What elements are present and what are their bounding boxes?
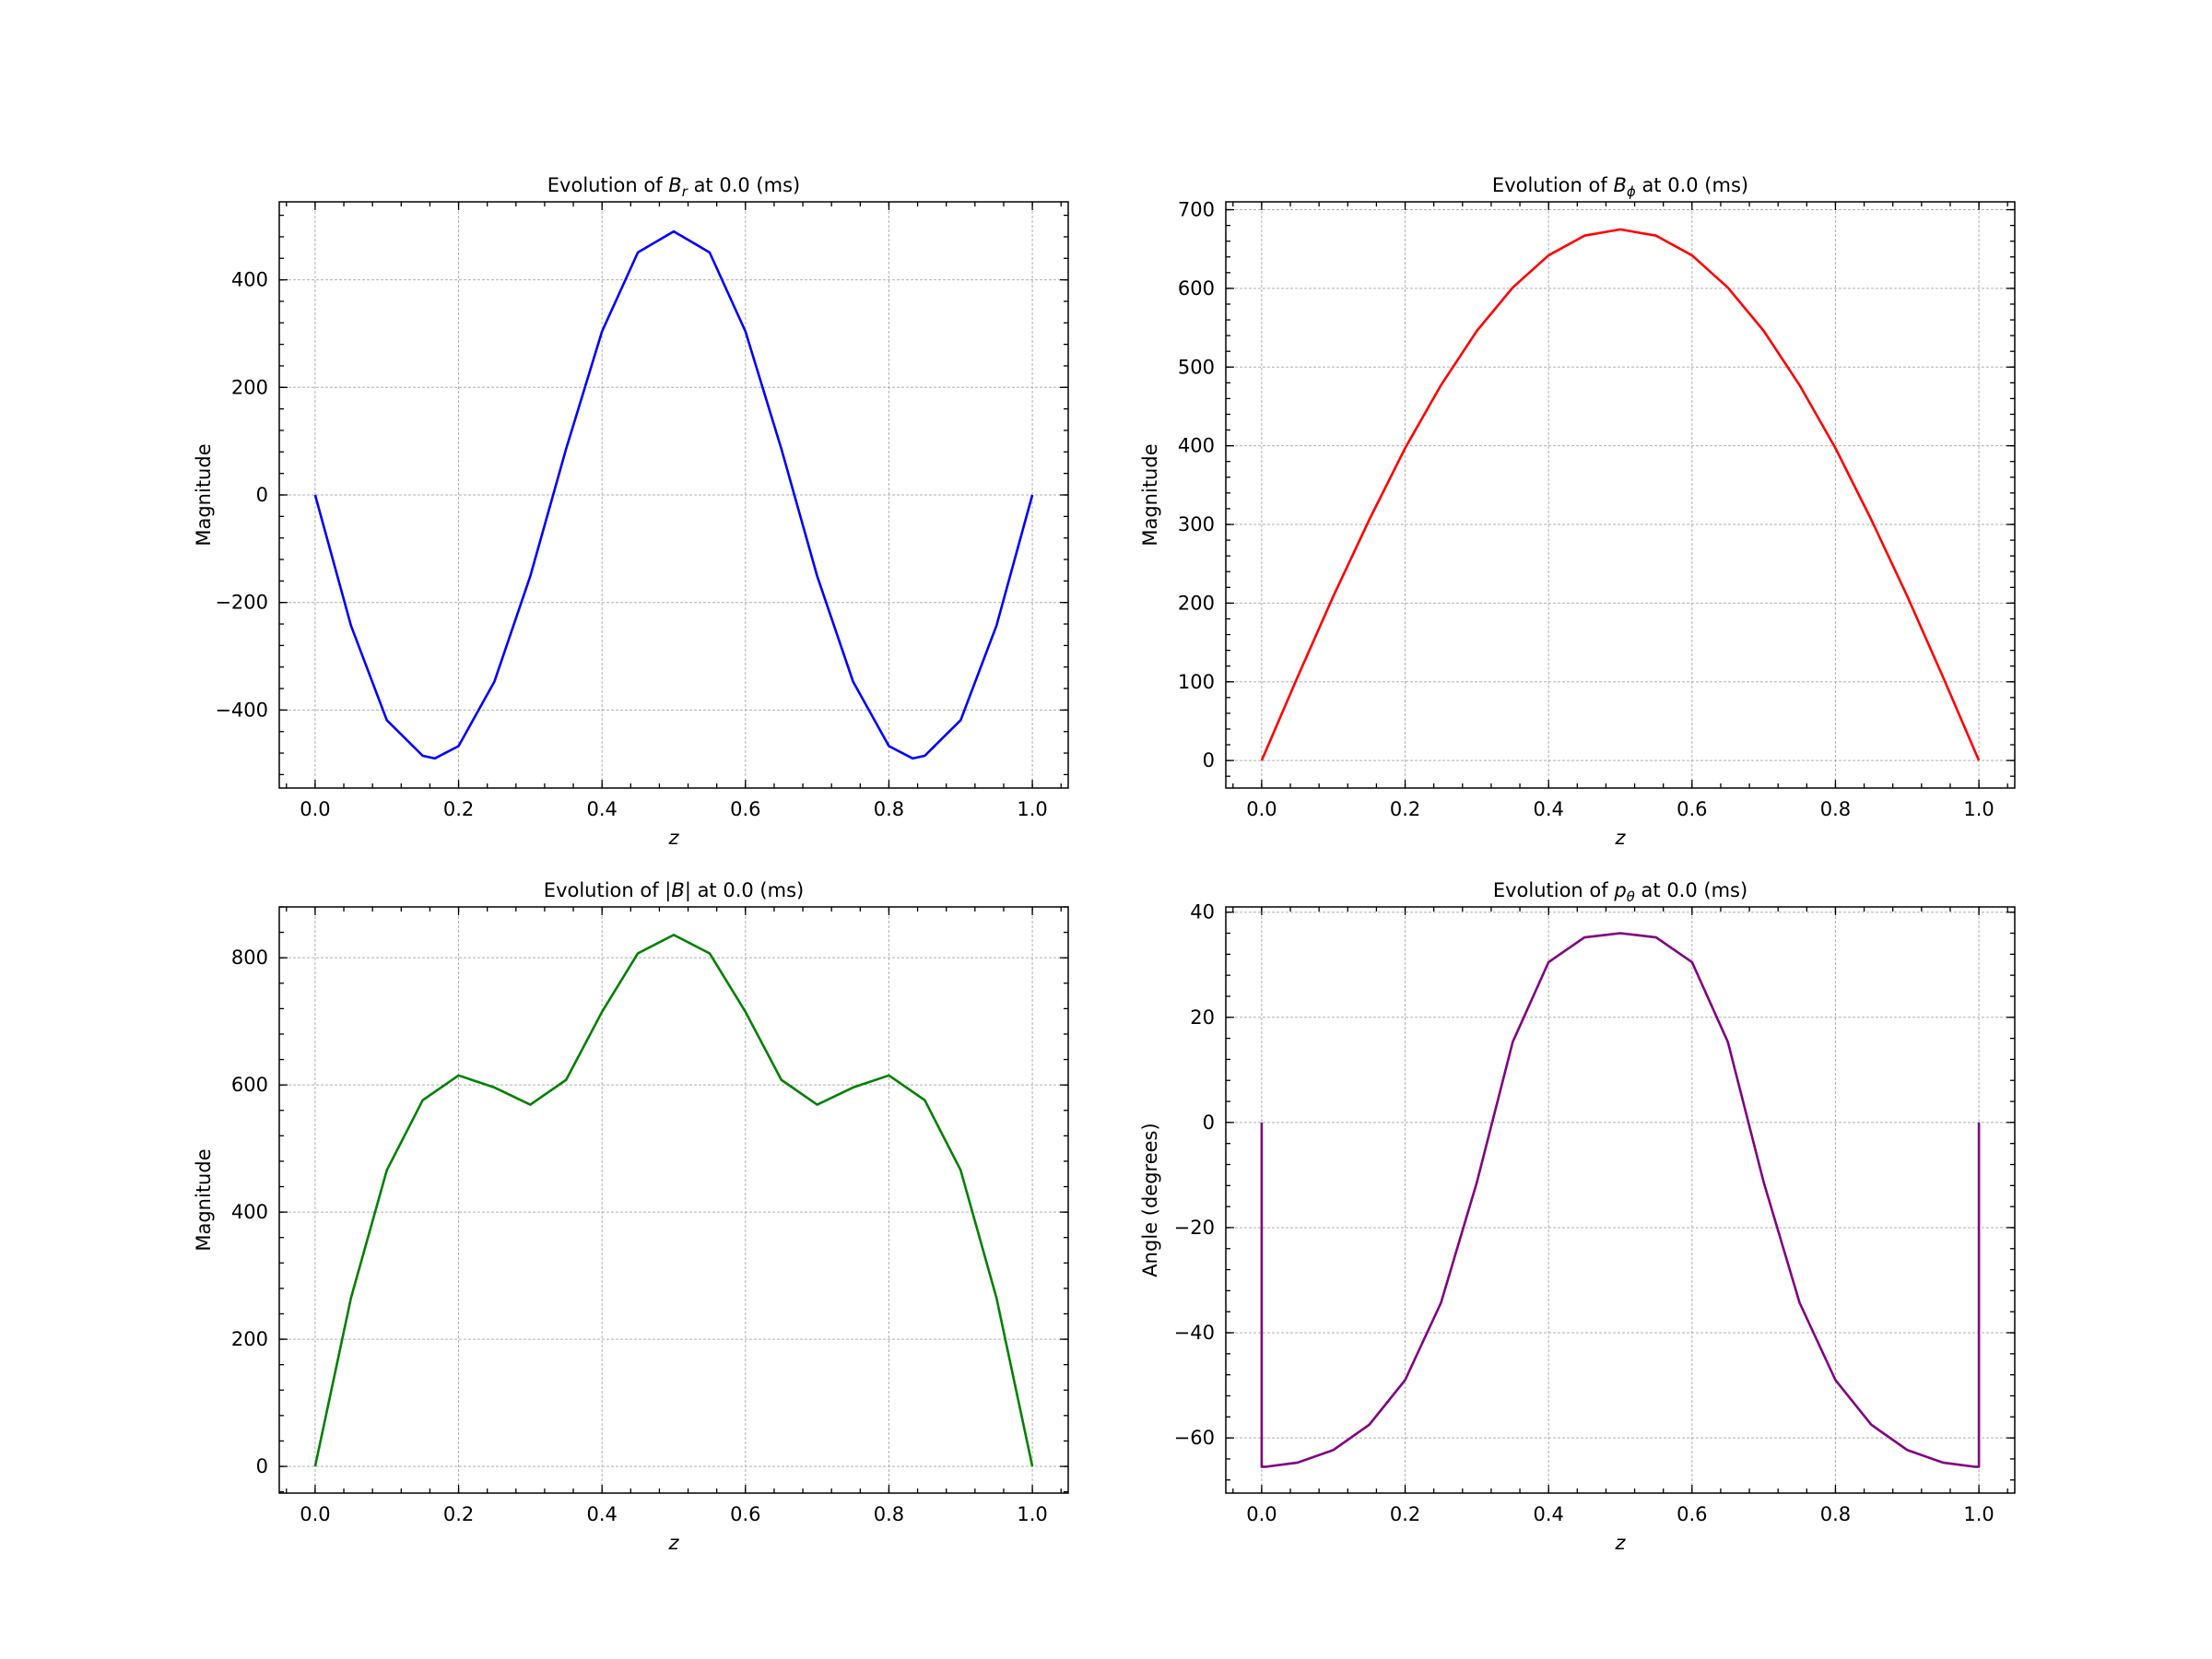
- chart-panel-2: 0.0 0.2 0.4 0.6 0.8 1.0 0 100 200 300 400 500 600 700…: [1139, 174, 2016, 849]
- y-axis-label: Magnitude: [193, 443, 215, 546]
- x-tick-label: 1.0: [1963, 1503, 1994, 1525]
- y-tick-label: 200: [1178, 592, 1215, 614]
- x-tick-label: 1.0: [1017, 798, 1047, 820]
- x-tick-label: 0.8: [874, 1503, 904, 1525]
- y-tick-label: −200: [215, 592, 268, 614]
- y-tick-label: 100: [1178, 671, 1215, 693]
- x-tick-label: 0.6: [1677, 798, 1707, 820]
- y-tick-label: 600: [1178, 277, 1215, 300]
- y-tick-label: 400: [1178, 435, 1215, 457]
- x-tick-label: 0.0: [1246, 1503, 1277, 1525]
- x-tick-label: 1.0: [1963, 798, 1994, 820]
- axes-frame: [278, 906, 1069, 1494]
- y-tick-label: 0: [256, 484, 268, 506]
- chart-panel-1: 0.0 0.2 0.4 0.6 0.8 1.0 −400 −200 0 200 400 z Magnit…: [193, 174, 1069, 849]
- series-line: [313, 934, 1034, 1467]
- x-axis-label: z: [667, 1532, 679, 1554]
- y-tick-label: 200: [231, 1328, 268, 1350]
- x-tick-label: 0.4: [586, 798, 617, 820]
- series-line: [1260, 932, 1981, 1468]
- y-tick-label: 800: [231, 947, 268, 969]
- y-tick-label: 700: [1178, 199, 1215, 221]
- x-tick-label: 0.0: [300, 1503, 330, 1525]
- y-tick-label: 20: [1190, 1006, 1215, 1029]
- chart-title: Evolution of pθ at 0.0 (ms): [1493, 879, 1747, 905]
- y-tick-label: 0: [1203, 749, 1215, 771]
- y-tick-label: 500: [1178, 356, 1215, 378]
- chart-panel-4: 0.0 0.2 0.4 0.6 0.8 1.0 −60 −40 −20 0 20 40 z Angle (…: [1139, 879, 2016, 1554]
- grid: [279, 202, 1068, 788]
- y-tick-label: 200: [231, 376, 268, 398]
- x-tick-label: 0.4: [586, 1503, 617, 1525]
- grid: [1226, 202, 2015, 788]
- x-tick-label: 0.4: [1533, 798, 1563, 820]
- y-tick-label: 400: [231, 269, 268, 291]
- chart-title: Evolution of Bϕ at 0.0 (ms): [1492, 174, 1748, 200]
- x-axis-label: z: [667, 827, 679, 849]
- chart-title: Evolution of |B| at 0.0 (ms): [544, 879, 804, 902]
- y-tick-label: 300: [1178, 513, 1215, 535]
- x-tick-label: 0.2: [443, 1503, 474, 1525]
- y-tick-label: 0: [256, 1455, 268, 1477]
- y-tick-label: 600: [231, 1074, 268, 1096]
- chart-panel-3: 0.0 0.2 0.4 0.6 0.8 1.0 0 200 400 600 800 z Magnitud…: [193, 879, 1069, 1554]
- y-axis-label: Magnitude: [193, 1148, 215, 1251]
- ticks: [1226, 202, 2015, 788]
- y-tick-label: 0: [1203, 1112, 1215, 1134]
- x-tick-label: 0.2: [1390, 1503, 1420, 1525]
- x-tick-label: 0.6: [730, 798, 760, 820]
- y-tick-label: 400: [231, 1201, 268, 1223]
- y-tick-label: 40: [1190, 901, 1215, 924]
- ticks: [1226, 907, 2015, 1493]
- x-tick-label: 0.2: [443, 798, 474, 820]
- y-tick-label: −20: [1174, 1217, 1215, 1239]
- x-axis-label: z: [1614, 1532, 1626, 1554]
- x-tick-label: 0.8: [1820, 798, 1851, 820]
- y-tick-label: −60: [1174, 1427, 1215, 1449]
- x-tick-label: 0.8: [874, 798, 904, 820]
- grid: [1226, 907, 2015, 1493]
- grid: [279, 907, 1068, 1493]
- x-axis-label: z: [1614, 827, 1626, 849]
- x-tick-label: 0.0: [1246, 798, 1277, 820]
- x-tick-label: 0.6: [1677, 1503, 1707, 1525]
- x-tick-label: 0.4: [1533, 1503, 1563, 1525]
- axes-frame: [1225, 906, 2016, 1494]
- y-axis-label: Magnitude: [1139, 443, 1161, 546]
- x-tick-label: 0.0: [300, 798, 330, 820]
- series-line: [1260, 228, 1981, 761]
- x-tick-label: 0.6: [730, 1503, 760, 1525]
- series-line: [313, 229, 1034, 760]
- x-tick-label: 1.0: [1017, 1503, 1047, 1525]
- y-tick-label: −400: [215, 699, 268, 721]
- x-tick-label: 0.2: [1390, 798, 1420, 820]
- y-axis-label: Angle (degrees): [1139, 1123, 1161, 1277]
- ticks: [279, 906, 1068, 1493]
- ticks: [279, 202, 1068, 788]
- axes-frame: [1225, 201, 2016, 789]
- y-tick-label: −40: [1174, 1322, 1215, 1344]
- x-tick-label: 0.8: [1820, 1503, 1851, 1525]
- chart-title: Evolution of Br at 0.0 (ms): [547, 174, 800, 200]
